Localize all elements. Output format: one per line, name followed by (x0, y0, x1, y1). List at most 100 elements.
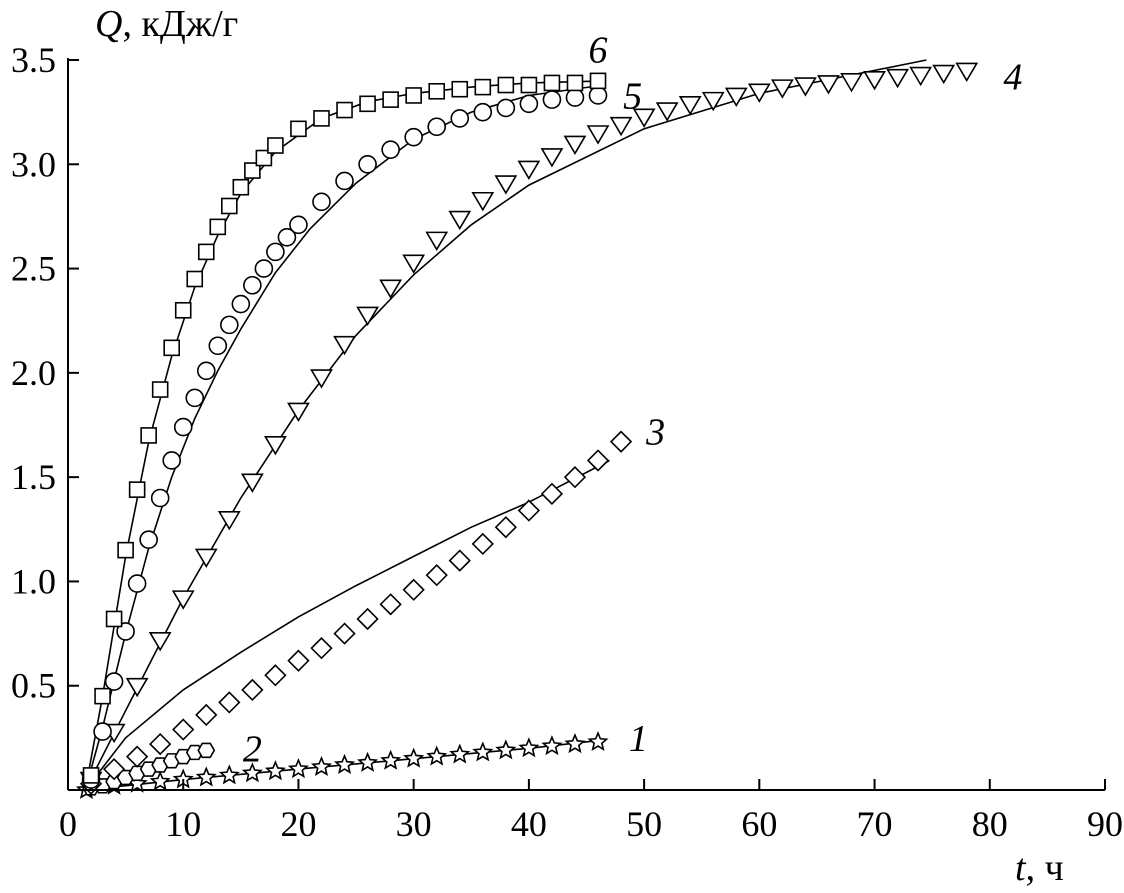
triangle-marker (402, 254, 426, 274)
circle-marker (254, 259, 274, 278)
ticks: 0 10 20 30 40 50 60 70 80 90 0.5 1.0 1.5 2.0 2.5 3.0 3.5 (11, 40, 1123, 844)
diamond-marker (126, 745, 149, 768)
triangle-marker (379, 279, 403, 299)
triangle-marker (632, 108, 656, 128)
series-3-points (79, 430, 633, 795)
star-marker (587, 730, 609, 751)
diamond-marker (517, 499, 541, 522)
circle-marker (519, 94, 539, 114)
triangle-marker (217, 511, 241, 531)
fit-line-series-3 (84, 459, 610, 791)
x-tick-label: 30 (396, 804, 432, 844)
series-5-points (81, 86, 608, 789)
axes (67, 58, 1105, 791)
fit-line-series-4 (84, 59, 927, 791)
x-tick-label: 50 (626, 804, 662, 844)
diamond-marker (149, 732, 172, 756)
y-tick-label: 2.5 (11, 249, 56, 289)
triangle-marker (770, 79, 794, 99)
hexagon-marker (197, 742, 216, 759)
series-2-points (82, 742, 216, 796)
series-labels: 1 2 3 4 56 (243, 30, 1022, 771)
circle-marker (243, 275, 262, 295)
diamond-marker (287, 649, 310, 672)
square-marker (221, 197, 238, 215)
circle-marker (139, 530, 158, 550)
circle-marker (335, 171, 354, 191)
diamond-marker (402, 578, 425, 601)
triangle-marker (517, 160, 541, 181)
triangle-marker (701, 91, 725, 112)
circle-marker (173, 417, 193, 437)
fit-line-series-5 (84, 84, 604, 791)
square-marker (520, 76, 538, 94)
star-marker (472, 741, 494, 762)
triangle-marker (863, 70, 886, 91)
star-marker (357, 751, 379, 772)
diamond-marker (241, 678, 264, 702)
square-marker (313, 110, 330, 127)
triangle-marker (817, 75, 840, 95)
square-marker (128, 481, 146, 498)
triangle-marker (563, 135, 587, 156)
square-marker (359, 95, 376, 113)
square-marker (589, 72, 607, 90)
square-marker (255, 149, 273, 167)
triangle-marker (425, 231, 449, 251)
circle-marker (185, 388, 205, 408)
circle-marker (220, 315, 239, 335)
circle-marker (588, 86, 608, 105)
triangle-marker (264, 435, 287, 456)
triangle-marker (586, 125, 610, 145)
triangle-marker (540, 148, 564, 168)
star-marker (218, 764, 240, 785)
square-marker (94, 687, 111, 705)
fit-lines (84, 59, 927, 791)
x-tick-label: 70 (857, 804, 893, 844)
square-marker (186, 270, 204, 288)
series-label-5: 5 (623, 75, 642, 117)
triangle-marker (840, 73, 863, 93)
triangle-marker (148, 632, 172, 652)
star-marker (310, 755, 333, 777)
triangle-marker (310, 369, 333, 389)
star-marker (403, 747, 425, 768)
triangle-marker (333, 335, 356, 356)
series-6-points (82, 72, 607, 784)
star-marker (333, 753, 356, 774)
series-label-1: 1 (629, 718, 648, 760)
y-tick-label: 2.0 (11, 353, 56, 393)
triangle-marker (609, 116, 633, 137)
square-marker (151, 381, 169, 398)
triangle-marker (655, 102, 679, 122)
triangle-marker (448, 210, 472, 231)
triangle-marker (194, 548, 218, 568)
triangle-marker (356, 306, 379, 327)
triangle-marker (125, 677, 149, 698)
square-marker (244, 162, 261, 179)
square-marker (209, 218, 227, 236)
diamond-marker (540, 482, 564, 505)
diamond-marker (379, 593, 402, 616)
triangle-marker (909, 66, 933, 87)
circle-marker (162, 451, 181, 470)
star-marker (380, 749, 402, 770)
triangle-marker (240, 473, 264, 493)
square-marker (474, 78, 492, 96)
star-marker (241, 762, 263, 783)
triangle-marker (678, 96, 702, 116)
series-label-2: 2 (243, 728, 262, 770)
circle-marker (473, 102, 493, 122)
x-tick-label: 20 (280, 804, 316, 844)
diamond-marker (448, 549, 471, 572)
square-marker (174, 301, 192, 319)
circle-marker (231, 294, 251, 314)
circle-marker (565, 88, 585, 107)
circle-marker (404, 127, 423, 147)
square-marker (336, 101, 353, 119)
square-marker (405, 87, 422, 104)
triangle-marker (794, 77, 817, 97)
square-marker (232, 178, 250, 196)
circle-marker (127, 574, 147, 593)
